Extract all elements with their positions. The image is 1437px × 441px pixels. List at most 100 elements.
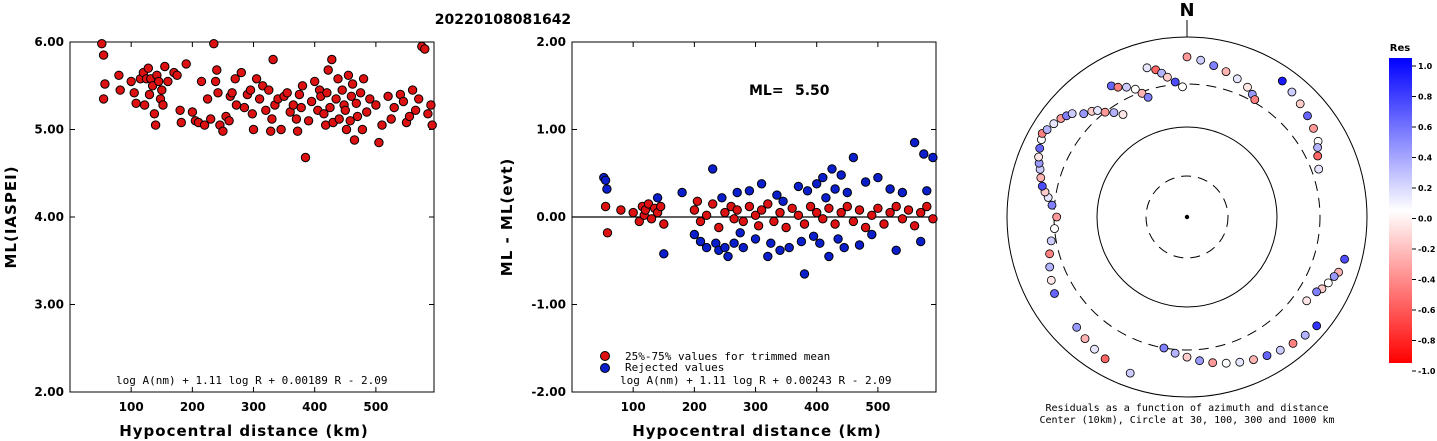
data-point: [897, 214, 908, 224]
data-point: [291, 114, 302, 124]
data-point: [325, 102, 335, 113]
data-point: [787, 203, 797, 214]
data-point: [351, 98, 361, 109]
data-point: [349, 135, 360, 145]
data-point: [297, 81, 308, 91]
ml-label: ML=: [749, 83, 784, 99]
data-point: [805, 201, 816, 212]
x-tick-label: 100: [119, 400, 144, 414]
y-tick-label: -2.00: [531, 385, 566, 399]
data-point: [149, 109, 160, 119]
polar-point: [1142, 63, 1152, 73]
data-point: [659, 249, 669, 259]
polar-point: [1047, 200, 1057, 210]
data-point: [410, 105, 421, 116]
data-point: [928, 214, 938, 224]
polar-point: [1113, 82, 1123, 92]
polar-point: [1209, 61, 1219, 70]
data-point: [343, 70, 354, 81]
data-point: [833, 234, 843, 244]
data-point: [885, 184, 895, 194]
polar-point: [1049, 119, 1059, 129]
polar-point: [1243, 82, 1252, 92]
data-point: [873, 203, 883, 214]
data-point: [404, 111, 415, 122]
center-point: [1184, 214, 1190, 220]
data-point: [352, 111, 363, 122]
data-point: [97, 39, 107, 49]
polar-point: [1232, 74, 1242, 84]
polar-point: [1163, 72, 1172, 82]
data-point: [732, 205, 742, 215]
polar-point: [1122, 82, 1131, 92]
data-point: [355, 88, 366, 98]
data-point: [420, 44, 430, 54]
x-tick-label: 500: [865, 400, 890, 414]
data-point: [720, 207, 730, 218]
data-point: [150, 120, 161, 130]
data-point: [799, 219, 810, 229]
legend-blue-label: Rejected values: [625, 361, 724, 374]
data-point: [131, 98, 141, 109]
polar-point: [1118, 110, 1128, 119]
data-point: [414, 94, 424, 104]
data-point: [340, 105, 350, 116]
data-point: [288, 100, 298, 110]
data-point: [677, 187, 687, 198]
data-point: [772, 190, 782, 200]
data-point: [327, 54, 337, 65]
data-point: [909, 137, 920, 148]
polar-point: [1035, 143, 1045, 153]
data-point: [371, 100, 381, 110]
data-point: [744, 201, 755, 212]
data-point: [202, 94, 213, 104]
data-point: [254, 94, 265, 104]
data-point: [723, 251, 733, 262]
polar-point: [1196, 55, 1206, 65]
data-point: [294, 89, 305, 100]
data-point: [842, 187, 852, 198]
left-formula: log A(nm) + 1.11 log R + 0.00189 R - 2.0…: [116, 374, 388, 387]
data-point: [827, 164, 837, 174]
polar-point: [1034, 152, 1043, 162]
data-point: [261, 105, 271, 116]
data-point: [181, 59, 191, 69]
x-tick-label: 200: [180, 400, 205, 414]
polar-point: [1314, 164, 1324, 174]
data-point: [334, 114, 344, 124]
polar-point: [1050, 289, 1059, 298]
polar-point: [1052, 212, 1062, 222]
data-point: [842, 201, 852, 212]
polar-point: [1249, 355, 1258, 365]
data-point: [347, 79, 358, 89]
data-point: [196, 76, 207, 87]
data-point: [310, 76, 320, 87]
polar-point: [1309, 123, 1318, 133]
data-point: [176, 117, 187, 128]
data-point: [756, 179, 767, 189]
polar-point: [1323, 278, 1333, 288]
polar-point: [1093, 106, 1102, 115]
y-tick-label: 0.00: [536, 210, 566, 224]
polar-point: [1046, 236, 1056, 246]
ring-100km: [1096, 126, 1278, 308]
data-point: [389, 102, 399, 113]
colorbar-tick-label: -0.6: [1418, 306, 1436, 315]
polar-point: [1130, 84, 1140, 94]
data-point: [824, 251, 834, 262]
x-tick-label: 300: [241, 400, 266, 414]
data-point: [158, 100, 168, 110]
polar-point: [1340, 254, 1349, 264]
data-point: [333, 74, 343, 84]
data-point: [775, 245, 785, 256]
polar-point: [1275, 345, 1285, 355]
polar-point: [1080, 334, 1090, 344]
data-point: [239, 102, 250, 113]
data-point: [903, 205, 914, 215]
data-point: [337, 85, 347, 95]
data-point: [646, 214, 657, 224]
polar-point: [1137, 88, 1147, 98]
data-point: [701, 210, 712, 221]
middle-x-ticks: 100 200 300 400 500: [621, 42, 890, 414]
